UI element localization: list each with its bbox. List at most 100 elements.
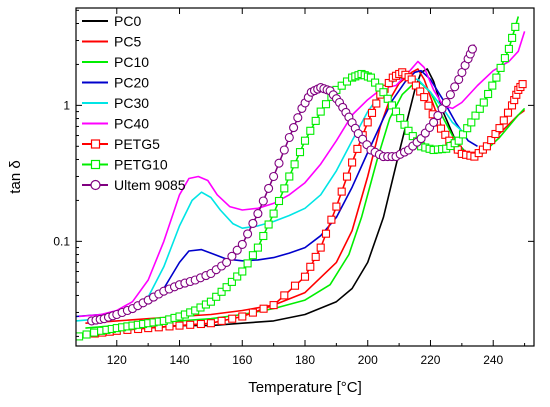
data-point bbox=[212, 292, 221, 301]
data-point bbox=[306, 262, 315, 271]
data-point bbox=[295, 148, 305, 157]
legend-label: PETG5 bbox=[114, 136, 160, 152]
data-point bbox=[233, 272, 242, 281]
data-point bbox=[321, 100, 331, 109]
data-point bbox=[269, 171, 279, 182]
data-point bbox=[511, 22, 520, 31]
legend-label: PC40 bbox=[114, 116, 149, 132]
data-point bbox=[227, 251, 237, 261]
data-point bbox=[487, 136, 496, 145]
x-tick-label: 140 bbox=[170, 353, 190, 367]
data-point bbox=[259, 231, 268, 241]
data-point bbox=[279, 145, 289, 155]
data-point bbox=[90, 328, 99, 337]
data-point bbox=[492, 73, 501, 82]
data-point bbox=[482, 142, 491, 151]
data-point bbox=[280, 291, 289, 300]
data-point bbox=[327, 215, 336, 224]
data-point bbox=[450, 82, 460, 92]
legend-label: PC20 bbox=[114, 75, 149, 91]
data-point bbox=[436, 124, 446, 133]
data-point bbox=[467, 44, 477, 54]
data-point bbox=[363, 118, 372, 127]
data-point bbox=[337, 81, 346, 90]
data-point bbox=[228, 314, 237, 323]
data-point bbox=[508, 33, 517, 42]
data-point bbox=[269, 301, 278, 310]
plot-area bbox=[75, 7, 535, 347]
data-point bbox=[379, 88, 388, 97]
data-point bbox=[463, 124, 472, 133]
data-point bbox=[306, 126, 315, 135]
data-point bbox=[300, 272, 310, 281]
data-point bbox=[290, 281, 300, 290]
data-point bbox=[175, 321, 184, 330]
data-point bbox=[404, 126, 413, 135]
data-point bbox=[316, 107, 325, 116]
data-point bbox=[227, 277, 236, 286]
data-point bbox=[253, 243, 262, 252]
data-point bbox=[196, 319, 205, 329]
data-point bbox=[342, 172, 352, 181]
data-point bbox=[408, 132, 417, 141]
legend-label: PC5 bbox=[114, 34, 141, 50]
data-point bbox=[504, 44, 513, 53]
data-point bbox=[259, 304, 268, 313]
data-point bbox=[441, 97, 451, 108]
x-tick-label: 180 bbox=[295, 353, 315, 367]
x-axis-label: Temperature [°C] bbox=[248, 379, 362, 396]
y-axis-label: tan δ bbox=[7, 160, 24, 193]
legend: PC0 PC5 PC10 PC20 PC30 PC40 PETG5 PETG10 Ultem 9… bbox=[82, 13, 186, 193]
data-point bbox=[366, 73, 375, 82]
series-layer bbox=[76, 16, 527, 341]
data-point bbox=[284, 132, 294, 143]
legend-label: PC30 bbox=[114, 95, 149, 111]
data-point bbox=[206, 297, 215, 306]
data-point bbox=[454, 136, 463, 145]
data-point bbox=[500, 54, 509, 63]
data-point bbox=[237, 239, 247, 249]
legend-label: Ultem 9085 bbox=[114, 177, 186, 193]
y-tick-label: 1 bbox=[63, 98, 70, 112]
data-point bbox=[437, 104, 447, 114]
x-tick-label: 220 bbox=[420, 353, 440, 367]
y-axis: 0.11 bbox=[53, 9, 534, 337]
data-point bbox=[484, 89, 493, 99]
data-point bbox=[232, 245, 242, 255]
data-point bbox=[372, 99, 381, 108]
legend-label: PC0 bbox=[114, 13, 141, 29]
data-point bbox=[371, 78, 380, 87]
data-point bbox=[495, 124, 504, 133]
data-point bbox=[407, 75, 416, 84]
data-point bbox=[383, 94, 392, 103]
data-point bbox=[353, 144, 362, 153]
data-point bbox=[496, 63, 505, 72]
data-point bbox=[396, 114, 405, 123]
data-point bbox=[348, 158, 357, 167]
data-point bbox=[222, 283, 231, 292]
data-point bbox=[264, 183, 274, 193]
data-point bbox=[206, 319, 215, 328]
data-point bbox=[411, 81, 420, 90]
data-point bbox=[243, 259, 252, 268]
data-point bbox=[217, 316, 226, 325]
data-point bbox=[217, 287, 226, 296]
data-point bbox=[290, 160, 299, 169]
x-tick-label: 160 bbox=[232, 353, 252, 367]
data-point bbox=[321, 229, 331, 238]
data-point bbox=[280, 184, 289, 193]
data-point bbox=[424, 101, 433, 110]
data-point bbox=[248, 218, 258, 228]
data-point bbox=[458, 130, 468, 139]
data-point bbox=[264, 220, 273, 229]
data-point bbox=[479, 98, 488, 107]
data-point bbox=[503, 108, 513, 117]
data-point bbox=[285, 172, 294, 181]
x-tick-label: 200 bbox=[358, 353, 378, 367]
data-point bbox=[248, 308, 257, 317]
x-tick-label: 240 bbox=[483, 353, 503, 367]
data-point bbox=[289, 123, 299, 133]
data-point bbox=[248, 251, 257, 260]
data-point bbox=[471, 111, 480, 120]
